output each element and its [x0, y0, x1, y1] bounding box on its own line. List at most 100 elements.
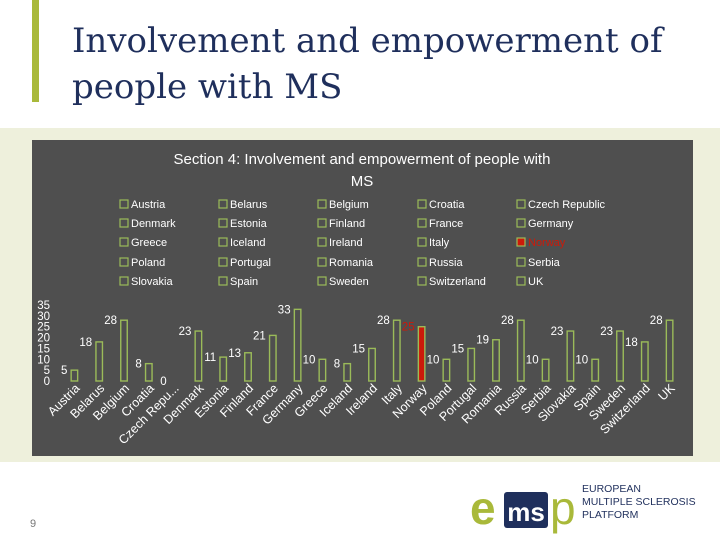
bar: [567, 331, 574, 381]
x-tick-label: UK: [656, 381, 679, 404]
legend-label: Ireland: [329, 237, 363, 249]
legend-label: France: [429, 218, 463, 230]
legend-label: Poland: [131, 257, 165, 269]
logo-p-letter: p: [550, 482, 576, 534]
y-tick-label: 20: [37, 333, 50, 345]
legend-swatch: [219, 200, 227, 208]
data-label: 23: [600, 326, 613, 338]
data-label: 10: [427, 354, 440, 366]
legend-label: Belgium: [329, 199, 369, 211]
data-label: 28: [650, 315, 663, 327]
page-title: Involvement and empowerment of people wi…: [72, 18, 702, 110]
bar: [369, 348, 376, 381]
data-label: 28: [501, 315, 514, 327]
legend-label: Sweden: [329, 276, 369, 288]
bar: [344, 364, 351, 381]
data-label: 33: [278, 304, 291, 316]
legend-swatch: [318, 258, 326, 266]
legend-swatch: [418, 219, 426, 227]
data-label: 8: [135, 359, 141, 371]
legend-label: Greece: [131, 237, 167, 249]
bar: [294, 309, 301, 381]
legend-swatch: [318, 277, 326, 285]
emsp-logo: e ms p EUROPEAN MULTIPLE SCLEROSIS PLATF…: [470, 478, 710, 536]
title-accent-bar: [32, 0, 39, 102]
legend-label: Spain: [230, 276, 258, 288]
legend-swatch: [120, 238, 128, 246]
bar: [319, 359, 326, 381]
y-tick-label: 5: [44, 365, 50, 377]
data-label: 19: [476, 335, 489, 347]
chart-title: Section 4: Involvement and empowerment o…: [174, 151, 551, 168]
legend-label: Croatia: [429, 199, 465, 211]
legend-label: Austria: [131, 199, 166, 211]
data-label: 18: [79, 337, 92, 349]
data-label: 23: [551, 326, 564, 338]
data-label: 8: [334, 359, 340, 371]
legend-label: Slovakia: [131, 276, 173, 288]
legend-swatch: [219, 238, 227, 246]
bar: [542, 359, 549, 381]
y-tick-label: 35: [37, 300, 50, 312]
bar: [666, 320, 673, 381]
data-label: 28: [104, 315, 117, 327]
logo-ms-letters: ms: [507, 497, 545, 527]
legend-label: Estonia: [230, 218, 268, 230]
data-label: 28: [377, 315, 390, 327]
bar: [146, 364, 153, 381]
legend-swatch: [418, 258, 426, 266]
data-label: 25: [402, 322, 415, 334]
bar: [121, 320, 128, 381]
legend-label: Portugal: [230, 257, 271, 269]
legend-label: Denmark: [131, 218, 176, 230]
bar: [245, 353, 252, 381]
data-label: 15: [352, 343, 365, 355]
legend-swatch: [318, 238, 326, 246]
legend-label: Serbia: [528, 257, 561, 269]
data-label: 11: [204, 352, 216, 364]
legend-label: Iceland: [230, 237, 265, 249]
data-label: 10: [303, 354, 316, 366]
legend-swatch: [219, 258, 227, 266]
bar: [518, 320, 525, 381]
bar-chart: Section 4: Involvement and empowerment o…: [32, 140, 693, 456]
legend-swatch: [517, 238, 525, 246]
legend-label: Russia: [429, 257, 464, 269]
legend-label: Belarus: [230, 199, 268, 211]
page-number: 9: [30, 518, 36, 530]
bar: [71, 370, 78, 381]
logo-text-line: PLATFORM: [582, 509, 638, 521]
bar: [418, 327, 425, 381]
legend-swatch: [418, 277, 426, 285]
legend-swatch: [318, 200, 326, 208]
logo-e-letter: e: [470, 482, 496, 534]
bar: [468, 348, 475, 381]
bar: [394, 320, 401, 381]
y-tick-label: 10: [37, 354, 50, 366]
legend-swatch: [120, 258, 128, 266]
bar: [642, 342, 649, 381]
logo-text-line: EUROPEAN: [582, 483, 641, 495]
data-label: 21: [253, 330, 266, 342]
legend-label: Czech Republic: [528, 199, 606, 211]
legend-label: Italy: [429, 237, 450, 249]
y-tick-label: 25: [37, 322, 50, 334]
legend-label: Norway: [528, 237, 566, 249]
data-label: 13: [228, 348, 241, 360]
bar: [195, 331, 202, 381]
legend-swatch: [517, 219, 525, 227]
legend-label: Finland: [329, 218, 365, 230]
legend-swatch: [418, 238, 426, 246]
data-label: 10: [575, 354, 588, 366]
legend-swatch: [219, 277, 227, 285]
legend-label: Germany: [528, 218, 574, 230]
logo-text-line: MULTIPLE SCLEROSIS: [582, 496, 696, 508]
bar: [493, 340, 500, 381]
chart-title: MS: [351, 173, 374, 190]
bar: [592, 359, 599, 381]
legend-label: UK: [528, 276, 544, 288]
y-tick-label: 0: [44, 376, 50, 388]
legend-swatch: [120, 200, 128, 208]
data-label: 15: [451, 343, 464, 355]
legend-swatch: [517, 277, 525, 285]
